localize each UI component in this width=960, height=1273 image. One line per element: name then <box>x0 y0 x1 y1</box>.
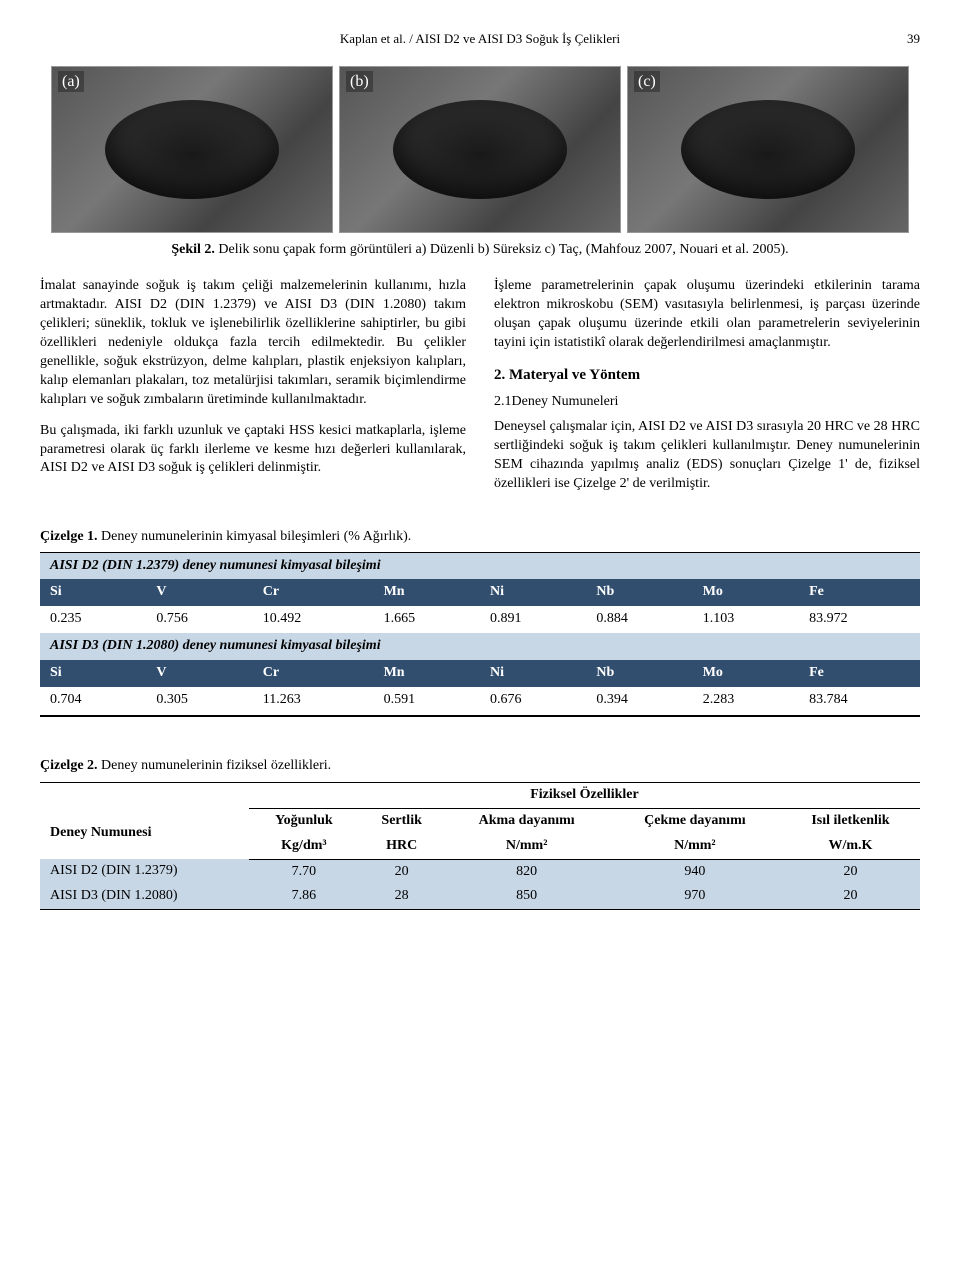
table2-r1-v0: 7.86 <box>249 884 359 909</box>
table1-h-0: Si <box>40 579 146 606</box>
table2-r1-v3: 970 <box>609 884 781 909</box>
table2-row-0: AISI D2 (DIN 1.2379) 7.70 20 820 940 20 <box>40 859 920 884</box>
figure-caption: Şekil 2. Delik sonu çapak form görüntüle… <box>40 241 920 260</box>
column-left: İmalat sanayinde soğuk iş takım çeliği m… <box>40 277 466 505</box>
table1-d3-2: 11.263 <box>253 687 374 714</box>
figure-row: (a) (b) (c) <box>40 66 920 233</box>
table1-d3-1: 0.305 <box>146 687 252 714</box>
table2-c3-h2: N/mm² <box>609 834 781 859</box>
table1-h-7: Fe <box>799 579 920 606</box>
table1-d2-5: 0.884 <box>586 606 692 633</box>
table1-band-d2: AISI D2 (DIN 1.2379) deney numunesi kimy… <box>40 552 920 579</box>
table2-r0-v3: 940 <box>609 859 781 884</box>
page-number: 39 <box>890 30 920 48</box>
table1-h2-5: Nb <box>586 660 692 687</box>
para-left-1: İmalat sanayinde soğuk iş takım çeliği m… <box>40 277 466 409</box>
table2-r0-v0: 7.70 <box>249 859 359 884</box>
table1-caption-label: Çizelge 1. <box>40 529 98 544</box>
table1-d3-5: 0.394 <box>586 687 692 714</box>
table2-c2-h2: N/mm² <box>444 834 608 859</box>
table2-row-1: AISI D3 (DIN 1.2080) 7.86 28 850 970 20 <box>40 884 920 909</box>
table1-d3-0: 0.704 <box>40 687 146 714</box>
figure-caption-label: Şekil 2. <box>171 242 215 257</box>
table1: AISI D2 (DIN 1.2379) deney numunesi kimy… <box>40 551 920 717</box>
table2-r0-v2: 820 <box>444 859 608 884</box>
table1-d2-1: 0.756 <box>146 606 252 633</box>
table2-c1-h2: HRC <box>359 834 445 859</box>
table1-row-d2: 0.235 0.756 10.492 1.665 0.891 0.884 1.1… <box>40 606 920 633</box>
table2-r1-v4: 20 <box>781 884 920 909</box>
table1-caption: Çizelge 1. Deney numunelerinin kimyasal … <box>40 528 920 547</box>
table2-r0-v4: 20 <box>781 859 920 884</box>
subsection-heading: 2.1Deney Numuneleri <box>494 393 920 412</box>
sem-label-b: (b) <box>346 71 373 93</box>
sem-label-c: (c) <box>634 71 660 93</box>
table2-caption-label: Çizelge 2. <box>40 758 98 773</box>
table2-c1-h1: Sertlik <box>359 808 445 833</box>
sem-image-b: (b) <box>339 66 621 233</box>
table2-c4-h1: Isıl iletkenlik <box>781 808 920 833</box>
table2-c2-h1: Akma dayanımı <box>444 808 608 833</box>
table1-h2-3: Mn <box>374 660 480 687</box>
table2-super-header: Fiziksel Özellikler <box>249 782 920 808</box>
table1-h2-1: V <box>146 660 252 687</box>
table2-r1-name: AISI D3 (DIN 1.2080) <box>40 884 249 909</box>
table1-band-d3: AISI D3 (DIN 1.2080) deney numunesi kimy… <box>40 633 920 660</box>
table2: Fiziksel Özellikler Deney Numunesi Yoğun… <box>40 782 920 910</box>
table1-d2-3: 1.665 <box>374 606 480 633</box>
table1-d3-7: 83.784 <box>799 687 920 714</box>
table1-h-3: Mn <box>374 579 480 606</box>
table2-header-row-1: Deney Numunesi Yoğunluk Sertlik Akma day… <box>40 808 920 833</box>
table1-d3-3: 0.591 <box>374 687 480 714</box>
two-column-body: İmalat sanayinde soğuk iş takım çeliği m… <box>40 277 920 505</box>
table2-r1-v1: 28 <box>359 884 445 909</box>
table1-row-d3: 0.704 0.305 11.263 0.591 0.676 0.394 2.2… <box>40 687 920 714</box>
table1-h-6: Mo <box>693 579 799 606</box>
table1-d3-6: 2.283 <box>693 687 799 714</box>
table2-caption: Çizelge 2. Deney numunelerinin fiziksel … <box>40 757 920 776</box>
table1-d2-2: 10.492 <box>253 606 374 633</box>
table1-h2-6: Mo <box>693 660 799 687</box>
table1-d2-7: 83.972 <box>799 606 920 633</box>
table1-d2-6: 1.103 <box>693 606 799 633</box>
para-left-2: Bu çalışmada, iki farklı uzunluk ve çapt… <box>40 422 466 479</box>
table1-header-row-2: Si V Cr Mn Ni Nb Mo Fe <box>40 660 920 687</box>
sem-image-a: (a) <box>51 66 333 233</box>
table1-d3-4: 0.676 <box>480 687 586 714</box>
table2-c0-h1: Yoğunluk <box>249 808 359 833</box>
table1-h2-2: Cr <box>253 660 374 687</box>
column-right: İşleme parametrelerinin çapak oluşumu üz… <box>494 277 920 505</box>
table2-col-specimen: Deney Numunesi <box>40 808 249 859</box>
table1-d2-4: 0.891 <box>480 606 586 633</box>
para-right-2: Deneysel çalışmalar için, AISI D2 ve AIS… <box>494 418 920 494</box>
sem-label-a: (a) <box>58 71 84 93</box>
running-head: Kaplan et al. / AISI D2 ve AISI D3 Soğuk… <box>40 30 920 48</box>
sem-image-c: (c) <box>627 66 909 233</box>
table1-h-5: Nb <box>586 579 692 606</box>
para-right-1: İşleme parametrelerinin çapak oluşumu üz… <box>494 277 920 353</box>
table1-h2-0: Si <box>40 660 146 687</box>
table2-super-header-row: Fiziksel Özellikler <box>40 782 920 808</box>
table2-c4-h2: W/m.K <box>781 834 920 859</box>
table1-h-2: Cr <box>253 579 374 606</box>
table1-band-d2-text: AISI D2 (DIN 1.2379) deney numunesi kimy… <box>40 552 920 579</box>
table2-c3-h1: Çekme dayanımı <box>609 808 781 833</box>
table1-h-1: V <box>146 579 252 606</box>
table2-r0-name: AISI D2 (DIN 1.2379) <box>40 859 249 884</box>
table1-caption-text: Deney numunelerinin kimyasal bileşimleri… <box>98 529 412 544</box>
table2-c0-h2: Kg/dm³ <box>249 834 359 859</box>
table1-h2-4: Ni <box>480 660 586 687</box>
table1-band-d3-text: AISI D3 (DIN 1.2080) deney numunesi kimy… <box>40 633 920 660</box>
section-heading: 2. Materyal ve Yöntem <box>494 365 920 385</box>
table2-r1-v2: 850 <box>444 884 608 909</box>
running-head-title: Kaplan et al. / AISI D2 ve AISI D3 Soğuk… <box>70 30 890 48</box>
table1-header-row: Si V Cr Mn Ni Nb Mo Fe <box>40 579 920 606</box>
table2-caption-text: Deney numunelerinin fiziksel özellikleri… <box>98 758 332 773</box>
table1-h-4: Ni <box>480 579 586 606</box>
table1-h2-7: Fe <box>799 660 920 687</box>
table2-r0-v1: 20 <box>359 859 445 884</box>
figure-caption-text: Delik sonu çapak form görüntüleri a) Düz… <box>215 242 789 257</box>
table1-d2-0: 0.235 <box>40 606 146 633</box>
